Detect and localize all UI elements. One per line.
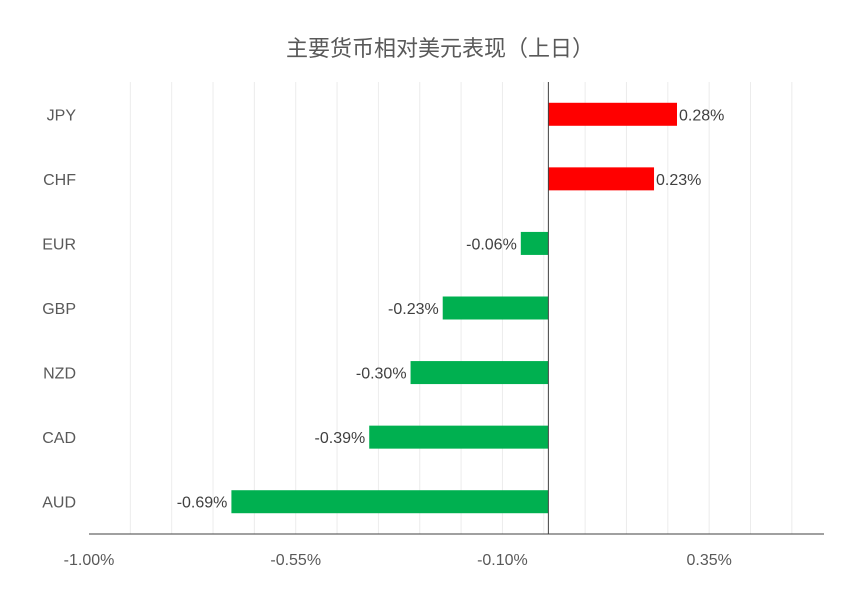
data-label-eur: -0.06% [466, 236, 517, 253]
category-label-aud: AUD [42, 495, 76, 512]
data-label-nzd: -0.30% [356, 366, 407, 383]
x-tick-labels: -1.00% -0.55% -0.10% 0.35% [64, 552, 732, 569]
x-tick-label: -0.55% [270, 552, 321, 569]
category-labels: JPY CHF EUR GBP NZD CAD AUD [42, 107, 76, 511]
grid-lines [129, 82, 793, 534]
category-label-eur: EUR [42, 236, 76, 253]
x-tick-label: -1.00% [64, 552, 115, 569]
x-tick-label: -0.10% [477, 552, 528, 569]
category-label-cad: CAD [42, 430, 76, 447]
bars [231, 102, 677, 514]
x-tick-label: 0.35% [686, 552, 731, 569]
data-labels: 0.28% 0.23% -0.06% -0.23% -0.30% -0.39% -0.69% [177, 107, 725, 511]
bar-cad [369, 425, 549, 449]
data-label-jpy: 0.28% [679, 107, 724, 124]
data-label-aud: -0.69% [177, 495, 228, 512]
bar-chf [548, 167, 655, 191]
bar-nzd [410, 361, 549, 385]
data-label-cad: -0.39% [315, 430, 366, 447]
chart-title: 主要货币相对美元表现（上日） [286, 37, 594, 62]
data-label-gbp: -0.23% [388, 301, 439, 318]
data-label-chf: 0.23% [656, 172, 701, 189]
bar-jpy [548, 102, 677, 126]
category-label-chf: CHF [43, 172, 76, 189]
category-label-nzd: NZD [43, 366, 76, 383]
category-label-jpy: JPY [47, 107, 77, 124]
bar-gbp [442, 296, 549, 320]
bar-aud [231, 490, 549, 514]
category-label-gbp: GBP [42, 301, 76, 318]
axes [89, 82, 824, 535]
bar-eur [520, 231, 549, 255]
